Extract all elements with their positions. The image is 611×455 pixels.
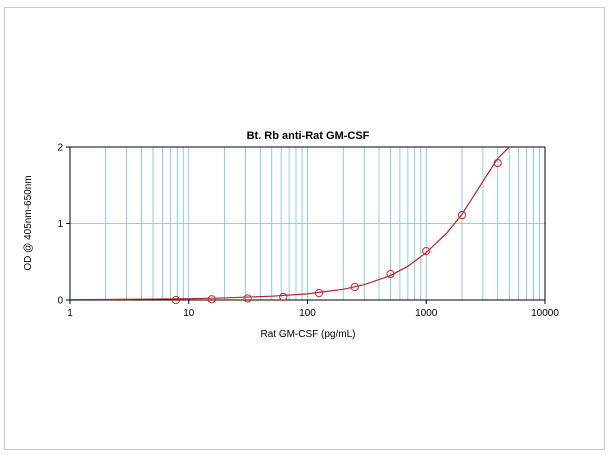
y-tick-label: 0 (57, 296, 63, 307)
x-tick-label: 10 (183, 308, 195, 319)
x-tick-label: 1 (67, 308, 73, 319)
chart-title: Bt. Rb anti-Rat GM-CSF (247, 130, 370, 142)
data-point (350, 282, 359, 292)
y-axis-label: OD @ 405nm-650nm (23, 175, 34, 270)
data-point (171, 295, 181, 305)
data-point (314, 289, 324, 298)
x-tick-label: 10000 (531, 308, 559, 319)
data-point (243, 294, 252, 303)
data-point (207, 295, 216, 304)
chart: Bt. Rb anti-Rat GM-CSF 1 10 100 1000 1000001… (23, 130, 559, 340)
x-tick-label: 100 (299, 308, 316, 319)
data-point (457, 210, 467, 220)
data-point (493, 158, 502, 168)
y-tick-label: 1 (57, 219, 63, 230)
x-axis-label: Rat GM-CSF (pg/mL) (260, 329, 355, 340)
data-point (386, 269, 395, 279)
chart-series (70, 147, 510, 305)
data-point (279, 292, 288, 302)
fit-curve (70, 147, 510, 300)
chart-frame: Bt. Rb anti-Rat GM-CSF 1 10 100 1000 10000 0 1… (4, 7, 605, 450)
chart-grid (70, 147, 545, 300)
x-tick-label: 1000 (415, 308, 438, 319)
y-tick-label: 2 (57, 143, 63, 154)
data-point (422, 246, 431, 256)
